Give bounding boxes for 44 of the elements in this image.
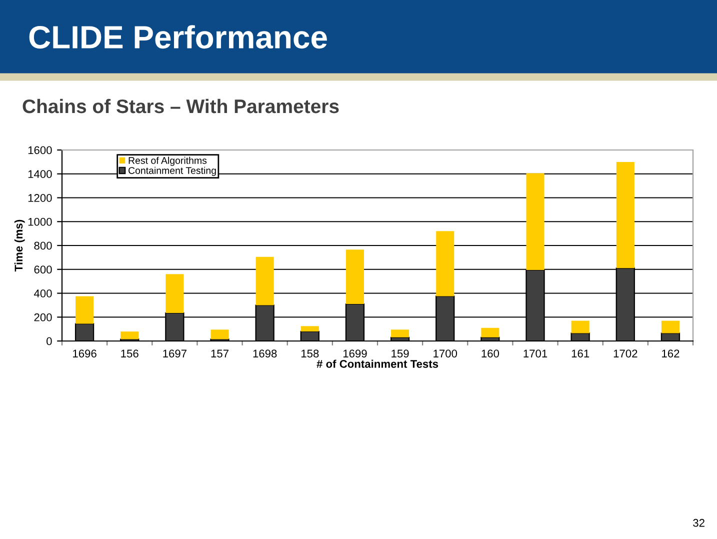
x-axis-title: # of Containment Tests (316, 360, 438, 368)
bar (300, 326, 319, 332)
bar (210, 330, 229, 340)
y-tick-label: 0 (46, 337, 52, 346)
x-tick-label: 1702 (614, 350, 638, 358)
bar (616, 162, 634, 268)
x-tick-label: 162 (662, 350, 680, 358)
x-tick-label: 1698 (253, 350, 277, 358)
y-tick-label: 600 (34, 266, 52, 274)
bar (526, 173, 544, 270)
x-tick-label: 160 (482, 350, 500, 358)
bar (76, 296, 94, 324)
chart-subtitle: Chains of Stars – With Parameters (22, 98, 339, 114)
x-tick-label: 1700 (434, 350, 458, 358)
x-tick-label: 158 (301, 350, 319, 358)
y-tick-label: 1000 (28, 218, 52, 226)
y-tick-label: 1600 (28, 146, 52, 154)
y-tick-label: 800 (34, 242, 52, 250)
bar (166, 274, 184, 313)
bar (571, 320, 590, 334)
x-tick-label: 1697 (163, 350, 186, 358)
x-tick-label: 161 (572, 350, 590, 358)
text: 32 (693, 518, 704, 527)
y-tick-label: 400 (34, 290, 52, 298)
x-tick-label: 156 (121, 350, 138, 358)
x-tick-label: 1701 (524, 350, 548, 358)
x-tick-label: 159 (392, 350, 409, 358)
y-tick-label: 1200 (28, 194, 52, 202)
y-axis-title: Time (ms) (14, 220, 25, 272)
bar (481, 328, 500, 338)
bar (256, 256, 274, 306)
bar (436, 231, 454, 296)
x-tick-label: 1699 (343, 350, 367, 358)
bar (391, 330, 410, 338)
y-tick-label: 200 (34, 313, 52, 322)
y-tick-label: 1400 (28, 170, 52, 178)
bar (120, 331, 139, 340)
x-tick-label: 157 (211, 350, 228, 358)
bar (661, 320, 680, 334)
legend-label: Containment Testing (128, 166, 216, 176)
x-tick-label: 1696 (73, 350, 96, 358)
bar (346, 250, 364, 304)
legend-label: Rest of Algorithms (128, 156, 207, 166)
chart-title: CLIDE Performance (29, 25, 327, 49)
